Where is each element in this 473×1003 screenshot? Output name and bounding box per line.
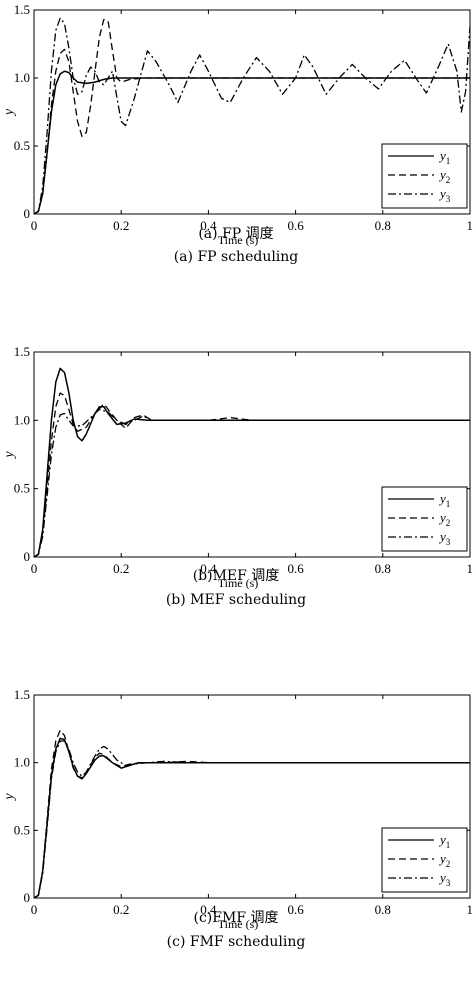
y-axis-label: y bbox=[2, 108, 17, 117]
x-tick-label: 0.4 bbox=[200, 561, 217, 576]
x-axis-label: Time (s) bbox=[218, 576, 259, 590]
y-axis-label: y bbox=[2, 793, 17, 802]
caption-chinese: (b)MEF 调度 bbox=[193, 568, 280, 584]
x-axis-label: Time (s) bbox=[218, 917, 259, 931]
x-tick-label: 0 bbox=[31, 218, 38, 233]
y-tick-label: 0.5 bbox=[14, 822, 30, 837]
plot-area bbox=[33, 694, 471, 899]
legend-box bbox=[381, 143, 468, 209]
x-tick-label: 0 bbox=[31, 902, 38, 917]
x-tick-label: 0.8 bbox=[375, 902, 391, 917]
y-tick-label: 1.5 bbox=[14, 344, 30, 359]
x-tick-label: 1 bbox=[467, 561, 473, 576]
y-tick-label: 1.5 bbox=[14, 2, 30, 17]
y-tick-label: 1.5 bbox=[14, 687, 30, 702]
y-tick-label: 1.0 bbox=[14, 412, 30, 427]
x-tick-label: 0.6 bbox=[287, 218, 304, 233]
y-tick-label: 0 bbox=[24, 549, 31, 564]
x-tick-label: 0.4 bbox=[200, 218, 217, 233]
series-line-2 bbox=[33, 18, 470, 215]
x-tick-label: 0.2 bbox=[113, 218, 129, 233]
caption-chinese: (a) FP 调度 bbox=[198, 226, 273, 242]
x-tick-label: 0 bbox=[31, 561, 38, 576]
x-axis-label: Time (s) bbox=[218, 233, 259, 247]
x-tick-label: 0.2 bbox=[113, 561, 129, 576]
x-tick-label: 1 bbox=[467, 902, 473, 917]
legend-box bbox=[381, 827, 468, 893]
x-tick-label: 0.8 bbox=[375, 218, 391, 233]
plot-area bbox=[33, 351, 471, 558]
x-tick-label: 0.6 bbox=[287, 561, 304, 576]
series-line-3 bbox=[33, 408, 470, 558]
legend-box bbox=[381, 486, 468, 552]
caption-chinese: (c)FMF 调度 bbox=[194, 910, 279, 926]
plot-area bbox=[33, 9, 471, 215]
y-tick-label: 1.0 bbox=[14, 70, 30, 85]
y-axis-label: y bbox=[2, 451, 17, 460]
x-tick-label: 0.6 bbox=[287, 902, 304, 917]
x-tick-label: 0.8 bbox=[375, 561, 391, 576]
y-tick-label: 1.0 bbox=[14, 755, 30, 770]
x-tick-label: 1 bbox=[467, 218, 473, 233]
caption-english: (c) FMF scheduling bbox=[167, 934, 306, 950]
caption-english: (a) FP scheduling bbox=[174, 249, 299, 265]
x-tick-label: 0.2 bbox=[113, 902, 129, 917]
series-line-3 bbox=[33, 17, 471, 215]
series-line-3 bbox=[33, 740, 470, 899]
x-tick-label: 0.4 bbox=[200, 902, 217, 917]
y-tick-label: 0.5 bbox=[14, 481, 30, 496]
y-tick-label: 0 bbox=[24, 206, 31, 221]
y-tick-label: 0.5 bbox=[14, 138, 30, 153]
caption-english: (b) MEF scheduling bbox=[166, 592, 306, 608]
y-tick-label: 0 bbox=[24, 890, 31, 905]
